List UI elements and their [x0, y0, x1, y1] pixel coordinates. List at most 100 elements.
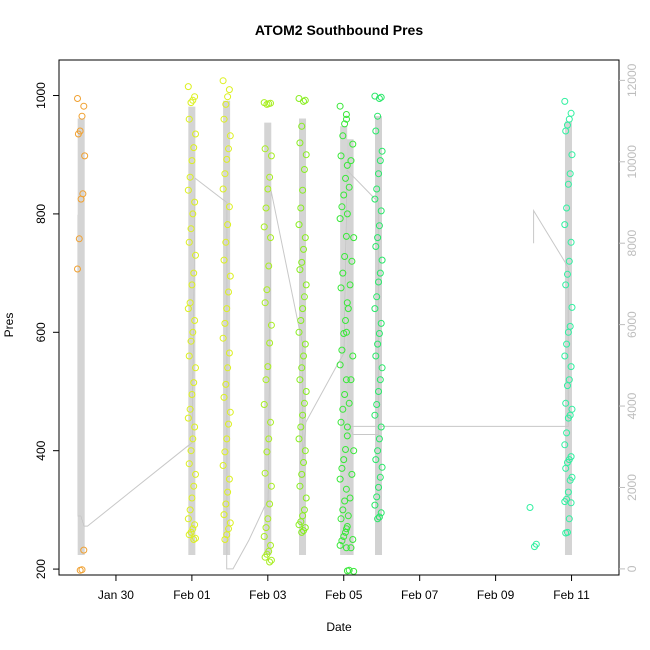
data-point-profile-4	[299, 186, 307, 194]
data-point-profile-2	[219, 462, 227, 469]
data-point-profile-6	[346, 281, 354, 289]
data-point-profile-7	[375, 222, 383, 230]
data-point-profile-7	[377, 207, 385, 215]
data-point-profile-9	[564, 414, 572, 422]
data-point-profile-7	[376, 376, 384, 384]
data-point-profile-7	[375, 330, 383, 337]
data-point-profile-9	[561, 97, 569, 105]
data-point-profile-1	[185, 352, 193, 360]
data-point-profile-0	[80, 546, 88, 554]
data-point-profile-2	[225, 203, 233, 211]
data-point-profile-7	[373, 293, 381, 301]
data-point-profile-5	[343, 161, 351, 169]
y-tick-label: 200	[34, 559, 48, 579]
data-point-profile-5	[340, 533, 348, 540]
data-point-profile-9	[566, 170, 574, 178]
data-point-profile-7	[376, 473, 384, 481]
data-point-profile-1	[186, 405, 194, 413]
data-point-profile-3	[261, 145, 269, 153]
data-point-profile-4	[298, 528, 306, 536]
data-point-profile-9	[565, 515, 573, 523]
data-point-profile-3	[262, 204, 270, 212]
data-point-profile-5	[338, 464, 346, 472]
depth-trace-layer	[77, 100, 572, 570]
y2-tick-label: 10000	[625, 145, 639, 179]
data-point-profile-1	[190, 482, 198, 490]
data-point-profile-5	[341, 120, 349, 128]
data-point-profile-1	[184, 305, 192, 313]
data-point-profile-3	[264, 185, 272, 193]
data-point-profile-4	[301, 447, 309, 455]
data-point-profile-5	[342, 485, 350, 493]
data-point-profile-1	[189, 328, 197, 336]
data-point-profile-0	[80, 102, 88, 110]
data-point-profile-7	[376, 269, 384, 277]
data-point-profile-5	[341, 497, 349, 505]
data-point-profile-0	[78, 112, 86, 120]
data-point-profile-2	[222, 500, 230, 508]
data-point-profile-2	[225, 349, 233, 357]
data-point-profile-4	[302, 388, 310, 395]
data-point-profile-7	[377, 93, 385, 101]
data-point-profile-3	[265, 262, 273, 270]
data-point-profile-2	[219, 334, 227, 342]
data-point-profile-9	[562, 399, 570, 407]
data-point-profile-7	[376, 157, 384, 165]
data-point-profile-1	[186, 173, 194, 181]
data-point-profile-9	[567, 238, 575, 246]
data-point-profile-3	[266, 500, 274, 508]
data-point-profile-0	[77, 195, 85, 203]
data-point-profile-2	[219, 77, 227, 85]
data-point-profile-1	[184, 83, 192, 91]
data-point-profile-6	[349, 536, 357, 543]
data-point-profile-5	[336, 215, 344, 223]
data-point-profile-6	[343, 210, 351, 218]
data-point-profile-4	[297, 317, 305, 324]
data-point-profile-9	[564, 180, 572, 188]
data-point-profile-5	[339, 269, 347, 277]
data-point-profile-7	[373, 185, 381, 193]
data-point-profile-6	[343, 115, 350, 123]
data-point-profile-4	[301, 340, 309, 348]
data-point-profile-5	[342, 528, 349, 536]
data-point-profile-3	[267, 234, 274, 242]
data-point-profile-2	[223, 531, 231, 539]
data-point-profile-6	[345, 399, 353, 407]
data-point-profile-2	[226, 272, 234, 280]
data-point-profile-9	[565, 115, 573, 123]
data-point-profile-6	[348, 470, 356, 478]
data-point-profile-6	[350, 234, 358, 242]
data-point-profile-1	[189, 525, 197, 533]
data-point-profile-7	[374, 112, 382, 120]
data-point-profile-0	[76, 566, 84, 574]
data-point-profile-7	[373, 493, 381, 501]
x-tick-label: Feb 05	[325, 588, 363, 602]
data-point-profile-2	[225, 86, 233, 94]
data-point-profile-2	[226, 132, 234, 140]
data-point-profile-1	[192, 251, 199, 259]
data-point-profile-1	[190, 144, 198, 152]
data-point-profile-5	[336, 541, 344, 549]
data-point-profile-7	[375, 513, 383, 521]
data-point-profile-9	[564, 488, 572, 496]
data-point-profile-2	[225, 288, 232, 296]
data-point-profile-2	[219, 185, 227, 193]
y2-tick-label: 8000	[625, 230, 639, 257]
data-point-profile-2	[224, 93, 232, 101]
data-point-profile-1	[185, 238, 193, 246]
data-point-profile-9	[562, 529, 570, 537]
data-point-profile-7	[372, 127, 380, 135]
data-point-profile-7	[371, 501, 379, 509]
y2-tick-label: 4000	[625, 392, 639, 419]
data-point-profile-6	[343, 525, 350, 533]
data-point-profile-4	[300, 399, 308, 407]
data-point-profile-5	[340, 191, 348, 199]
y-tick-label: 1000	[34, 82, 48, 109]
data-point-profile-7	[378, 463, 386, 471]
data-point-profile-3	[263, 286, 271, 294]
data-point-profile-3	[262, 524, 270, 532]
x-tick-label: Feb 01	[173, 588, 211, 602]
data-point-profile-0	[74, 130, 82, 138]
